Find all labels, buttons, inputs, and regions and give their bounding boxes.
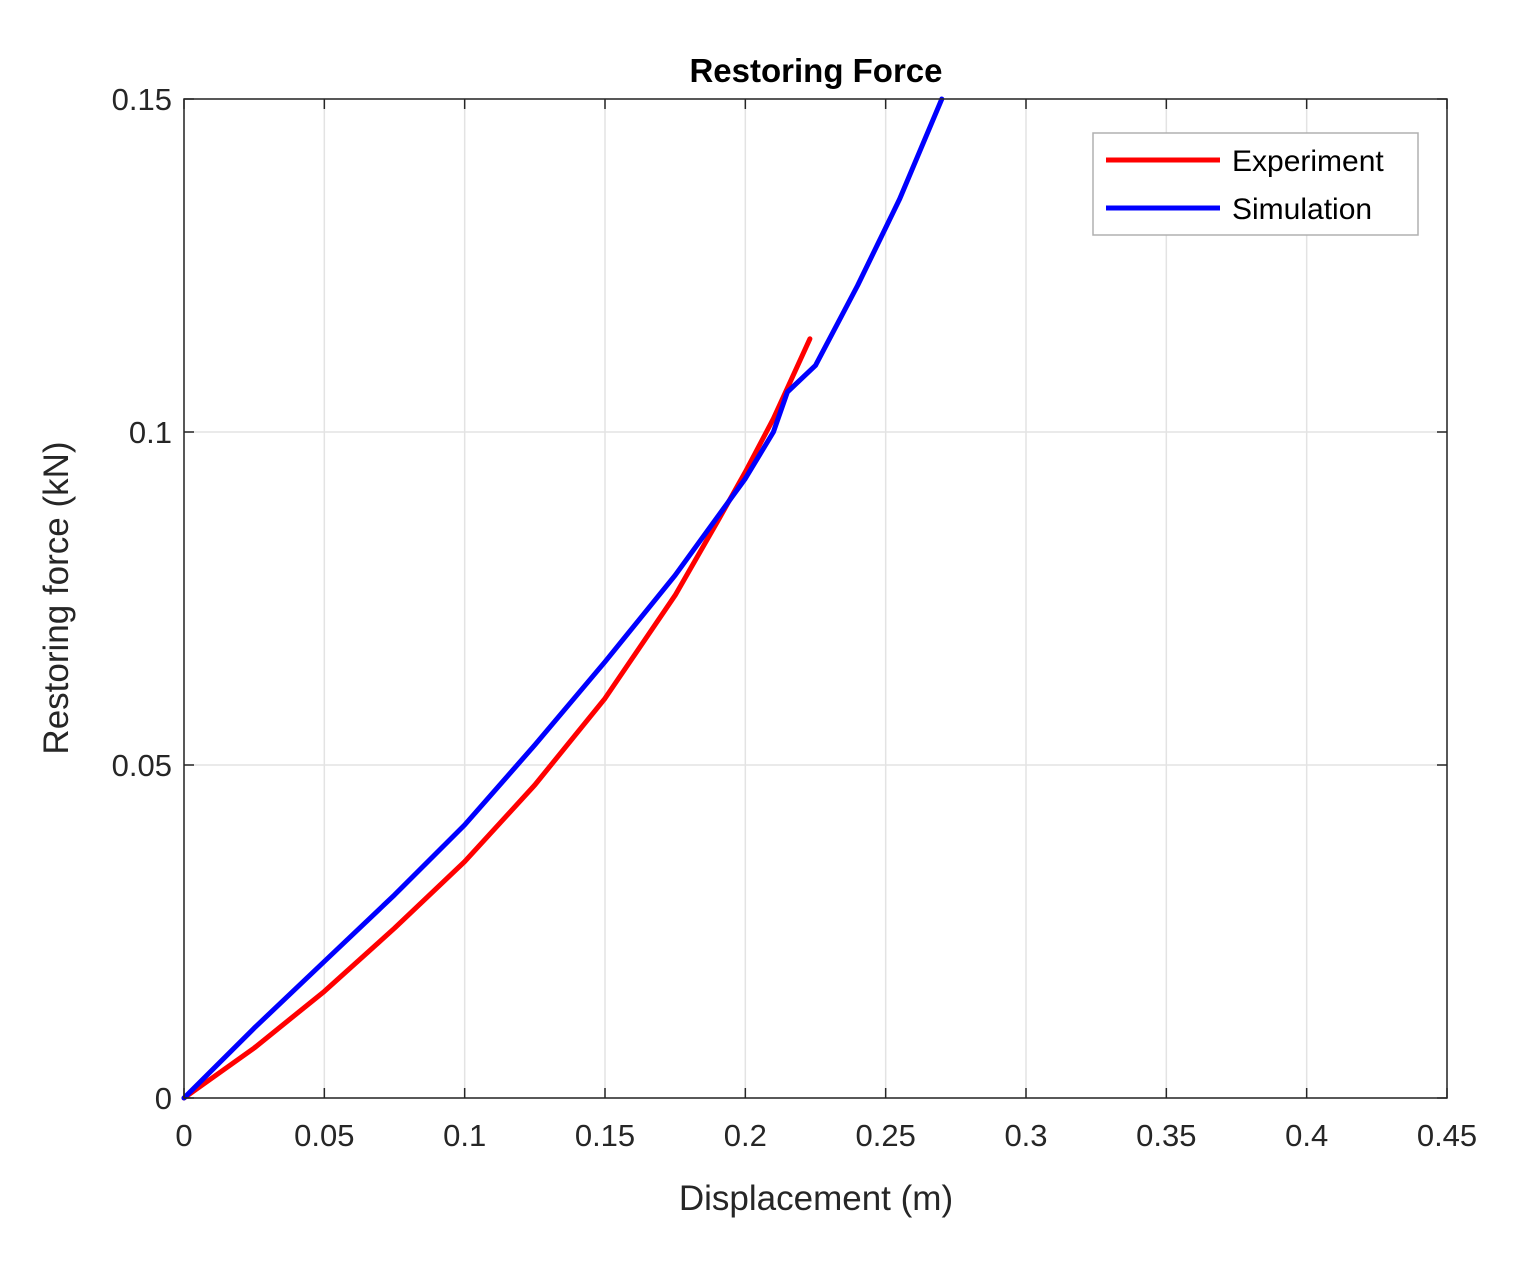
x-tick-label: 0.2 [724,1118,767,1153]
x-axis-label: Displacement (m) [679,1179,953,1218]
x-tick-label: 0.4 [1285,1118,1328,1153]
axis-ticks [183,98,1448,1099]
series-line-experiment [181,336,813,1101]
x-tick-label: 0.05 [294,1118,354,1153]
x-tick-labels: 0 0.05 0.1 0.15 0.2 0.25 0.3 0.35 0.4 0.45 [175,1118,1477,1153]
legend: Experiment Simulation [1092,132,1419,236]
x-tick-label: 0.45 [1417,1118,1477,1153]
series-line-simulation [181,96,945,1101]
chart-title: Restoring Force [689,52,942,89]
legend-label-experiment: Experiment [1232,145,1384,178]
legend-label-simulation: Simulation [1232,193,1372,226]
y-tick-labels: 0 0.05 0.1 0.15 [112,82,172,1116]
y-axis-label: Restoring force (kN) [37,441,76,754]
x-tick-label: 0.3 [1004,1118,1047,1153]
x-tick-label: 0.25 [855,1118,915,1153]
x-tick-label: 0.35 [1136,1118,1196,1153]
legend-box [1092,132,1419,236]
x-tick-label: 0 [175,1118,192,1153]
y-tick-label: 0.05 [112,748,172,783]
y-tick-label: 0.15 [112,82,172,117]
series-layer [181,96,945,1101]
plot-frame [183,98,1448,1099]
x-tick-label: 0.15 [575,1118,635,1153]
y-tick-label: 0 [155,1081,172,1116]
x-tick-label: 0.1 [443,1118,486,1153]
y-tick-label: 0.1 [129,415,172,450]
